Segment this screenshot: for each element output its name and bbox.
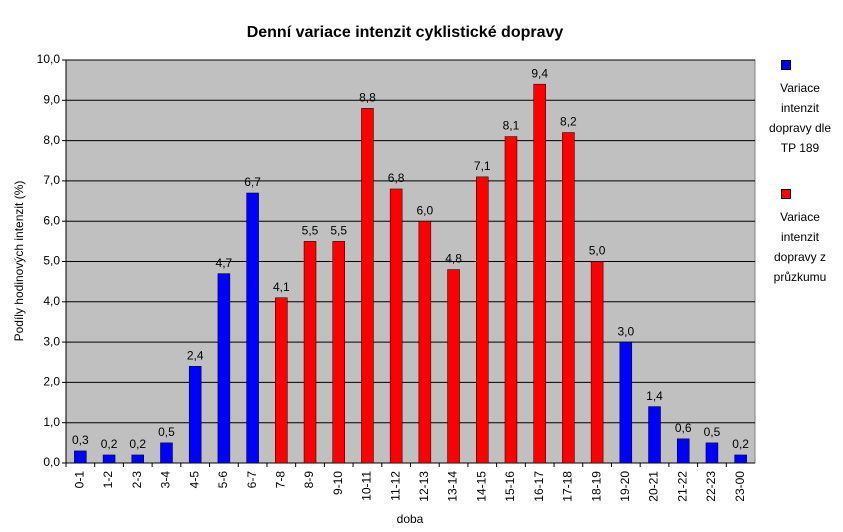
data-label: 0,5: [704, 425, 721, 439]
x-tick-label: 11-12: [388, 471, 402, 501]
data-label: 0,2: [732, 437, 749, 451]
chart-title: Denní variace intenzit cyklistické dopra…: [247, 24, 564, 41]
y-tick-label: 8,0: [43, 133, 60, 147]
x-tick-label: 14-15: [474, 471, 488, 502]
bar: [246, 192, 259, 464]
data-label: 0,6: [675, 421, 692, 435]
bar: [332, 241, 345, 464]
x-tick-label: 4-5: [187, 471, 201, 489]
x-axis-label: doba: [397, 512, 424, 526]
bar: [303, 241, 317, 464]
data-label: 5,0: [589, 244, 606, 258]
bar: [131, 454, 145, 464]
bar: [275, 297, 288, 464]
y-tick-label: 3,0: [43, 334, 60, 348]
bar: [619, 341, 633, 464]
x-tick-label: 10-11: [360, 471, 374, 501]
y-tick-label: 2,0: [43, 375, 60, 389]
y-tick-label: 5,0: [43, 254, 60, 268]
x-tick-label: 8-9: [302, 471, 316, 489]
x-tick-label: 15-16: [503, 471, 517, 502]
bar: [676, 438, 690, 464]
data-label: 9,4: [531, 66, 548, 80]
bar: [590, 261, 604, 464]
bar: [74, 450, 87, 464]
y-tick-label: 9,0: [43, 92, 60, 106]
x-tick-label: 3-4: [159, 471, 173, 489]
legend-label: Variace intenzit dopravy dle TP 189: [768, 81, 832, 155]
bar: [361, 108, 374, 464]
x-tick-label: 21-22: [675, 471, 689, 502]
legend-label: Variace intenzit dopravy z průzkumu: [773, 210, 827, 284]
x-tick-label: 17-18: [561, 471, 575, 502]
bar: [648, 406, 661, 464]
x-tick-label: 12-13: [417, 471, 431, 502]
bar: [734, 454, 747, 464]
y-tick-label: 4,0: [43, 294, 60, 308]
data-label: 6,8: [388, 171, 405, 185]
bar: [533, 83, 546, 464]
x-tick-label: 2-3: [130, 471, 144, 489]
data-label: 0,2: [101, 437, 118, 451]
data-label: 1,4: [646, 389, 663, 403]
data-label: 4,1: [273, 280, 290, 294]
bar: [389, 188, 403, 464]
y-tick-label: 10,0: [37, 52, 61, 66]
bar: [188, 366, 202, 464]
x-tick-label: 19-20: [618, 471, 632, 502]
data-label: 0,5: [158, 425, 175, 439]
x-tick-label: 18-19: [589, 471, 603, 502]
bar: [160, 442, 173, 464]
x-tick-label: 1-2: [101, 471, 115, 489]
x-tick-label: 5-6: [216, 471, 230, 489]
data-label: 0,2: [129, 437, 146, 451]
bar: [217, 273, 231, 464]
bar: [418, 220, 432, 464]
x-tick-label: 7-8: [273, 471, 287, 489]
data-label: 4,8: [445, 252, 462, 266]
bar: [562, 132, 575, 464]
data-label: 8,2: [560, 115, 577, 129]
x-tick-label: 13-14: [446, 471, 460, 502]
x-tick-label: 23-00: [733, 471, 747, 502]
data-label: 2,4: [187, 348, 204, 362]
data-label: 6,0: [417, 203, 434, 217]
data-label: 8,8: [359, 91, 376, 105]
bar: [705, 442, 719, 464]
y-axis-label: Podíly hodinových intenzit (%): [12, 181, 26, 342]
legend-swatch: [781, 189, 791, 199]
y-tick-label: 7,0: [43, 173, 60, 187]
bar: [102, 454, 116, 464]
data-label: 6,7: [244, 175, 261, 189]
y-tick-label: 6,0: [43, 213, 60, 227]
data-label: 5,5: [302, 224, 319, 238]
data-label: 7,1: [474, 159, 491, 173]
data-label: 8,1: [503, 119, 520, 133]
x-tick-label: 22-23: [704, 471, 718, 502]
bar: [504, 136, 518, 464]
bar: [476, 176, 489, 464]
x-tick-label: 16-17: [532, 471, 546, 502]
y-tick-label: 1,0: [43, 415, 60, 429]
legend-swatch: [781, 60, 791, 70]
bar: [447, 269, 460, 464]
x-tick-label: 20-21: [647, 471, 661, 502]
data-label: 3,0: [617, 324, 634, 338]
data-label: 4,7: [216, 256, 233, 270]
x-tick-label: 0-1: [73, 471, 87, 489]
data-label: 0,3: [72, 433, 89, 447]
y-tick-label: 0,0: [43, 455, 60, 469]
x-tick-label: 6-7: [245, 471, 259, 489]
x-tick-label: 9-10: [331, 471, 345, 495]
data-label: 5,5: [330, 224, 347, 238]
